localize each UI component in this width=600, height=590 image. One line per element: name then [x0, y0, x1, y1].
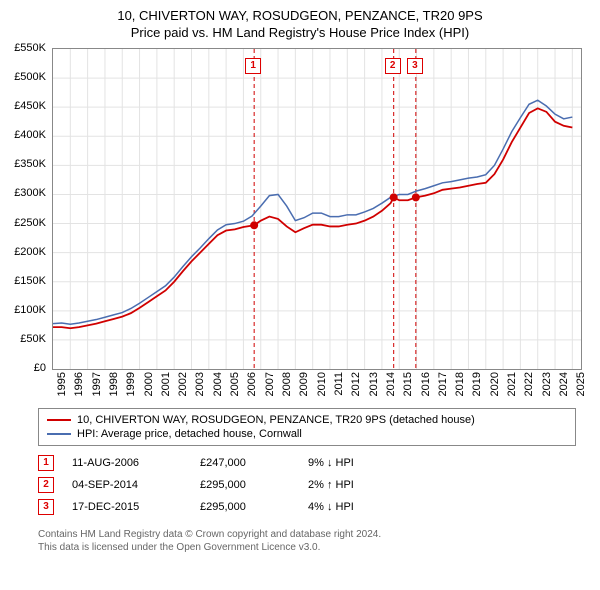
x-tick-label: 2007	[264, 372, 276, 396]
x-tick-label: 2011	[333, 372, 345, 396]
x-tick-label: 2009	[298, 372, 310, 396]
y-tick-label: £500K	[14, 71, 46, 83]
x-tick-label: 2001	[160, 372, 172, 396]
footer-attribution: Contains HM Land Registry data © Crown c…	[38, 528, 381, 554]
footer-line1: Contains HM Land Registry data © Crown c…	[38, 528, 381, 541]
x-tick-label: 2012	[350, 372, 362, 396]
table-row: 3 17-DEC-2015 £295,000 4% ↓ HPI	[38, 496, 398, 518]
x-tick-label: 2018	[454, 372, 466, 396]
tx-row-price: £295,000	[200, 479, 290, 491]
y-tick-label: £300K	[14, 187, 46, 199]
plot-area	[52, 48, 582, 370]
tx-marker	[250, 221, 258, 229]
chart: £0 £50K £100K £150K £200K £250K £300K £350K £400…	[0, 48, 600, 412]
y-tick-label: £550K	[14, 42, 46, 54]
title-address: 10, CHIVERTON WAY, ROSUDGEON, PENZANCE, …	[0, 0, 600, 23]
y-tick-label: £0	[34, 362, 46, 374]
tx-row-num: 1	[38, 455, 54, 471]
x-tick-label: 2010	[316, 372, 328, 396]
tx-marker	[412, 193, 420, 201]
x-tick-label: 2013	[368, 372, 380, 396]
tx-row-hpi: 2% ↑ HPI	[308, 479, 398, 491]
x-tick-label: 2008	[281, 372, 293, 396]
table-row: 1 11-AUG-2006 £247,000 9% ↓ HPI	[38, 452, 398, 474]
x-tick-label: 2025	[575, 372, 587, 396]
legend-label: HPI: Average price, detached house, Corn…	[77, 428, 302, 440]
x-tick-label: 1996	[73, 372, 85, 396]
legend-swatch	[47, 419, 71, 421]
tx-callout: 2	[385, 58, 401, 74]
x-tick-label: 2024	[558, 372, 570, 396]
tx-row-hpi: 9% ↓ HPI	[308, 457, 398, 469]
tx-row-num: 2	[38, 477, 54, 493]
tx-row-date: 04-SEP-2014	[72, 479, 182, 491]
y-tick-label: £50K	[20, 333, 46, 345]
transaction-table: 1 11-AUG-2006 £247,000 9% ↓ HPI 2 04-SEP-2014…	[38, 452, 398, 518]
tx-row-date: 11-AUG-2006	[72, 457, 182, 469]
footer-line2: This data is licensed under the Open Gov…	[38, 541, 381, 554]
tx-marker	[390, 193, 398, 201]
x-tick-label: 2023	[541, 372, 553, 396]
x-tick-label: 1998	[108, 372, 120, 396]
x-tick-label: 2002	[177, 372, 189, 396]
x-tick-label: 1997	[91, 372, 103, 396]
x-tick-label: 1995	[56, 372, 68, 396]
tx-row-hpi: 4% ↓ HPI	[308, 501, 398, 513]
tx-row-num: 3	[38, 499, 54, 515]
y-tick-label: £200K	[14, 246, 46, 258]
x-tick-label: 2000	[143, 372, 155, 396]
x-tick-label: 2005	[229, 372, 241, 396]
table-row: 2 04-SEP-2014 £295,000 2% ↑ HPI	[38, 474, 398, 496]
x-tick-label: 2017	[437, 372, 449, 396]
y-tick-label: £150K	[14, 275, 46, 287]
x-tick-label: 2014	[385, 372, 397, 396]
y-tick-label: £100K	[14, 304, 46, 316]
x-tick-label: 2003	[194, 372, 206, 396]
x-tick-label: 2020	[489, 372, 501, 396]
legend-item: 10, CHIVERTON WAY, ROSUDGEON, PENZANCE, …	[47, 413, 567, 427]
x-tick-label: 2006	[246, 372, 258, 396]
x-tick-label: 2022	[523, 372, 535, 396]
tx-callout: 1	[245, 58, 261, 74]
x-tick-label: 2021	[506, 372, 518, 396]
tx-row-price: £295,000	[200, 501, 290, 513]
title-subtitle: Price paid vs. HM Land Registry's House …	[0, 23, 600, 40]
y-tick-label: £350K	[14, 158, 46, 170]
legend: 10, CHIVERTON WAY, ROSUDGEON, PENZANCE, …	[38, 408, 576, 446]
y-tick-label: £250K	[14, 217, 46, 229]
x-tick-label: 2004	[212, 372, 224, 396]
tx-row-price: £247,000	[200, 457, 290, 469]
legend-swatch	[47, 433, 71, 435]
legend-item: HPI: Average price, detached house, Corn…	[47, 427, 567, 441]
x-tick-label: 2019	[471, 372, 483, 396]
x-tick-label: 2016	[420, 372, 432, 396]
x-tick-label: 2015	[402, 372, 414, 396]
x-tick-label: 1999	[125, 372, 137, 396]
y-tick-label: £400K	[14, 129, 46, 141]
y-tick-label: £450K	[14, 100, 46, 112]
tx-row-date: 17-DEC-2015	[72, 501, 182, 513]
tx-callout: 3	[407, 58, 423, 74]
legend-label: 10, CHIVERTON WAY, ROSUDGEON, PENZANCE, …	[77, 414, 475, 426]
